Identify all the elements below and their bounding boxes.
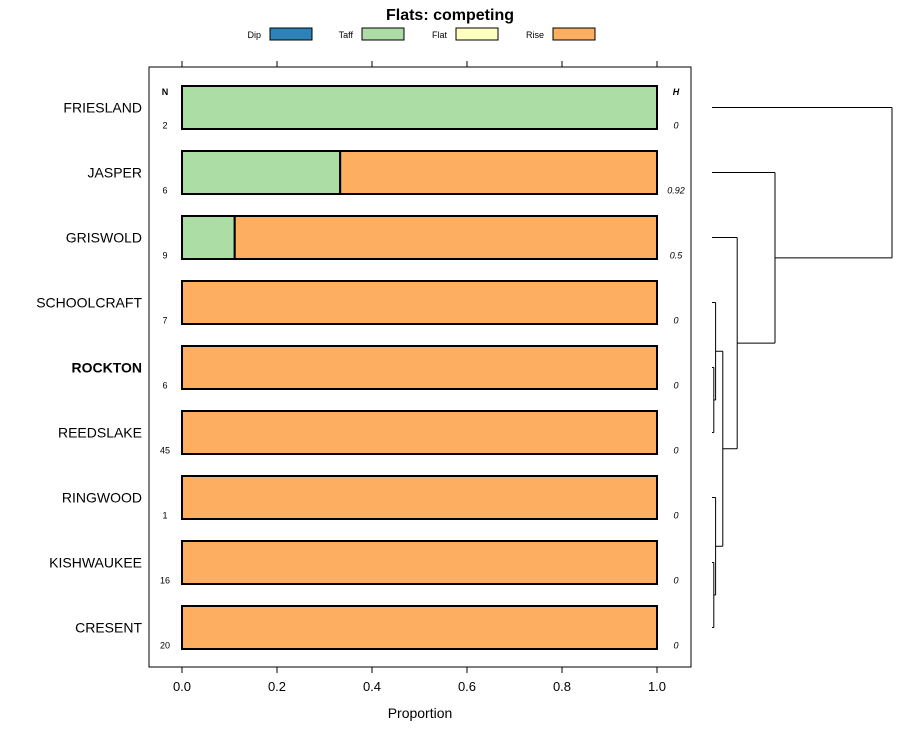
bar-segment-taff bbox=[181, 215, 236, 260]
n-value: 7 bbox=[162, 316, 167, 326]
bar-segment-rise bbox=[181, 345, 658, 390]
legend: Dip Taff Flat Rise bbox=[247, 27, 596, 41]
h-value: 0.92 bbox=[667, 186, 685, 196]
bar-segment-taff bbox=[181, 150, 342, 195]
bar-segment-rise bbox=[339, 150, 658, 195]
legend-swatch-flat bbox=[455, 27, 499, 41]
category-label: REEDSLAKE bbox=[58, 425, 142, 441]
n-value: 16 bbox=[160, 576, 170, 586]
h-value: 0 bbox=[673, 121, 678, 131]
n-value: 1 bbox=[162, 511, 167, 521]
category-label: ROCKTON bbox=[71, 360, 142, 376]
category-label: RINGWOOD bbox=[62, 490, 142, 506]
x-tick-label: 1.0 bbox=[648, 679, 666, 694]
n-value: 6 bbox=[162, 186, 167, 196]
category-label: FRIESLAND bbox=[63, 100, 142, 116]
legend-label-taff: Taff bbox=[339, 30, 354, 40]
category-label: GRISWOLD bbox=[66, 230, 142, 246]
plot-frame bbox=[148, 66, 692, 668]
bar-segment-rise bbox=[233, 215, 658, 260]
bar-segment-rise bbox=[181, 540, 658, 585]
h-column-header: H bbox=[673, 87, 680, 97]
legend-label-dip: Dip bbox=[247, 30, 261, 40]
n-column-header: N bbox=[162, 87, 169, 97]
bar-segment-taff bbox=[181, 85, 658, 130]
n-value: 20 bbox=[160, 641, 170, 651]
x-tick-label: 0.4 bbox=[363, 679, 381, 694]
h-value: 0 bbox=[673, 446, 678, 456]
dendrogram bbox=[712, 107, 893, 628]
category-label: SCHOOLCRAFT bbox=[36, 295, 142, 311]
x-tick-label: 0.2 bbox=[268, 679, 286, 694]
category-label: JASPER bbox=[88, 165, 142, 181]
x-tick-label: 0.8 bbox=[553, 679, 571, 694]
x-tick-label: 0.6 bbox=[458, 679, 476, 694]
bar-segment-rise bbox=[181, 280, 658, 325]
h-value: 0.5 bbox=[670, 251, 684, 261]
x-axis-label: Proportion bbox=[388, 705, 453, 721]
legend-swatch-taff bbox=[361, 27, 405, 41]
legend-label-flat: Flat bbox=[432, 30, 448, 40]
h-value: 0 bbox=[673, 641, 678, 651]
h-value: 0 bbox=[673, 576, 678, 586]
category-label: CRESENT bbox=[75, 620, 142, 636]
x-axis: 0.0 0.2 0.4 0.6 0.8 1.0 bbox=[173, 667, 666, 694]
h-value: 0 bbox=[673, 316, 678, 326]
h-value: 0 bbox=[673, 511, 678, 521]
chart-title: Flats: competing bbox=[386, 7, 514, 24]
legend-swatch-dip bbox=[269, 27, 313, 41]
legend-swatch-rise bbox=[552, 27, 596, 41]
legend-label-rise: Rise bbox=[526, 30, 544, 40]
n-value: 6 bbox=[162, 381, 167, 391]
n-value: 2 bbox=[162, 121, 167, 131]
top-axis bbox=[181, 61, 658, 67]
x-tick-label: 0.0 bbox=[173, 679, 191, 694]
bar-segment-rise bbox=[181, 475, 658, 520]
category-label: KISHWAUKEE bbox=[49, 555, 142, 571]
bar-segment-rise bbox=[181, 410, 658, 455]
n-value: 9 bbox=[162, 251, 167, 261]
bar-segment-rise bbox=[181, 605, 658, 650]
n-value: 45 bbox=[160, 446, 170, 456]
h-value: 0 bbox=[673, 381, 678, 391]
